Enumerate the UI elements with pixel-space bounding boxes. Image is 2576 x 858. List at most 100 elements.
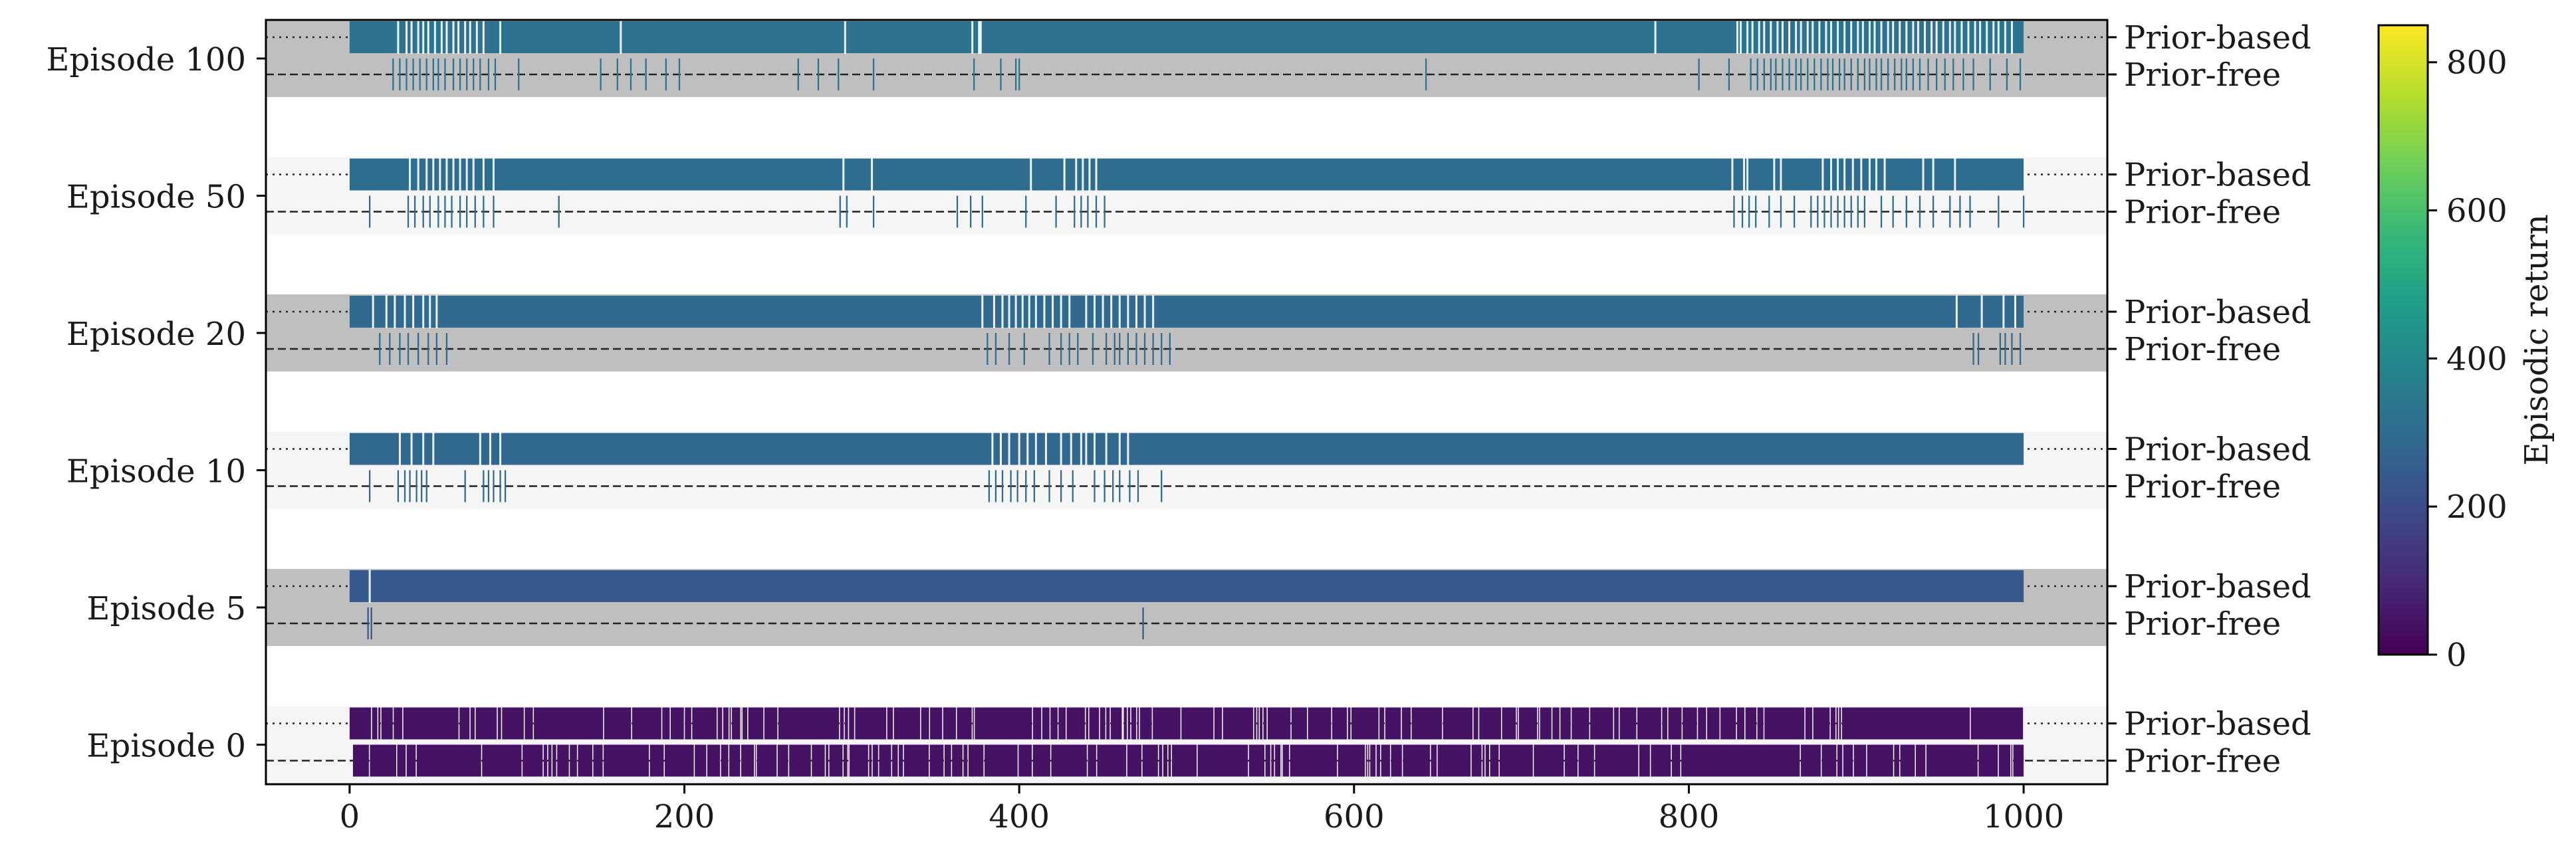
event-mark [1875, 58, 1877, 90]
event-bar [695, 744, 707, 777]
event-bar [497, 707, 501, 740]
event-bar [1351, 707, 1379, 740]
event-bar [1839, 707, 1841, 740]
event-mark [665, 58, 667, 90]
event-gap [1018, 432, 1020, 466]
event-bar [459, 707, 470, 740]
event-mark [1119, 333, 1121, 365]
event-gap [1751, 21, 1754, 54]
event-mark [368, 195, 371, 228]
event-bar [1159, 744, 1163, 777]
event-bar [1401, 707, 1411, 740]
event-bar [1263, 707, 1267, 740]
event-mark [1944, 58, 1946, 90]
event-mark [1830, 195, 1832, 228]
event-bar [1106, 707, 1110, 740]
event-bar [692, 707, 717, 740]
event-bar [1257, 707, 1259, 740]
event-mark [1837, 195, 1839, 228]
event-gap [1955, 295, 1958, 328]
event-mark [1060, 333, 1062, 365]
event-bar [1168, 744, 1171, 777]
event-mark [499, 470, 501, 502]
event-gap [1068, 295, 1071, 328]
event-mark [1919, 58, 1921, 90]
event-gap [1746, 21, 1749, 54]
event-bar [593, 744, 603, 777]
event-bar [952, 744, 963, 777]
event-gap [1932, 158, 1934, 191]
event-bar [1473, 707, 1478, 740]
event-bar [829, 744, 843, 777]
event-bar [349, 158, 2024, 191]
event-gap [1034, 295, 1037, 328]
event-gap [981, 295, 984, 328]
event-bar [1042, 707, 1050, 740]
event-mark [518, 58, 520, 90]
event-mark [1161, 333, 1163, 365]
event-mark [846, 195, 848, 228]
event-mark [1010, 470, 1012, 502]
condition-label: Prior-based [2124, 568, 2311, 605]
event-mark [1008, 333, 1010, 365]
event-bar [1163, 744, 1168, 777]
event-bar [843, 744, 848, 777]
event-mark [1087, 195, 1089, 228]
event-gap [1806, 21, 1809, 54]
event-bar [1381, 744, 1390, 777]
event-bar [1376, 744, 1381, 777]
event-mark [1820, 58, 1822, 90]
event-gap [1892, 21, 1895, 54]
event-bar [1131, 707, 1137, 740]
event-bar [1614, 707, 1619, 740]
event-bar [887, 707, 893, 740]
event-gap [422, 21, 425, 54]
event-mark [1905, 195, 1907, 228]
event-bar [1032, 744, 1050, 777]
event-bar [1058, 707, 1066, 740]
event-bar [381, 707, 393, 740]
event-mark [1857, 58, 1859, 90]
event-gap [417, 158, 419, 191]
event-bar [1764, 707, 1805, 740]
episode-label: Episode 5 [86, 590, 246, 627]
event-mark [1015, 58, 1017, 90]
event-mark [370, 607, 372, 639]
event-gap [1954, 158, 1956, 191]
event-gap [1800, 21, 1802, 54]
event-bar [1518, 707, 1538, 740]
event-bar [552, 744, 556, 777]
event-gap [469, 21, 471, 54]
event-mark [1827, 58, 1829, 90]
event-bar [1275, 744, 1281, 777]
event-mark [2004, 333, 2006, 365]
event-bar [1843, 744, 1853, 777]
event-mark [970, 195, 972, 228]
event-bar [1260, 707, 1263, 740]
event-gap [432, 432, 435, 466]
event-bar [973, 707, 974, 740]
event-mark [464, 470, 466, 502]
event-bar [1900, 744, 1915, 777]
event-mark [397, 470, 400, 502]
event-mark [1977, 333, 1980, 365]
event-mark [1143, 333, 1146, 365]
event-mark [422, 195, 424, 228]
event-mark [1425, 58, 1427, 90]
event-gap [1857, 21, 1859, 54]
event-mark [419, 58, 421, 90]
plot-frame [265, 19, 2109, 786]
event-mark [459, 58, 461, 90]
event-gap [1758, 21, 1760, 54]
condition-labels: Prior-basedPrior-freePrior-basedPrior-fr… [2107, 19, 2311, 780]
event-bar [1970, 707, 2024, 740]
event-mark [1105, 333, 1108, 365]
event-mark [600, 58, 602, 90]
event-mark [1770, 58, 1772, 90]
event-bar [1800, 744, 1821, 777]
event-bar [755, 744, 756, 777]
event-mark [1989, 58, 1991, 90]
event-mark [389, 333, 391, 365]
event-bar [1926, 744, 1978, 777]
event-gap [1060, 295, 1062, 328]
